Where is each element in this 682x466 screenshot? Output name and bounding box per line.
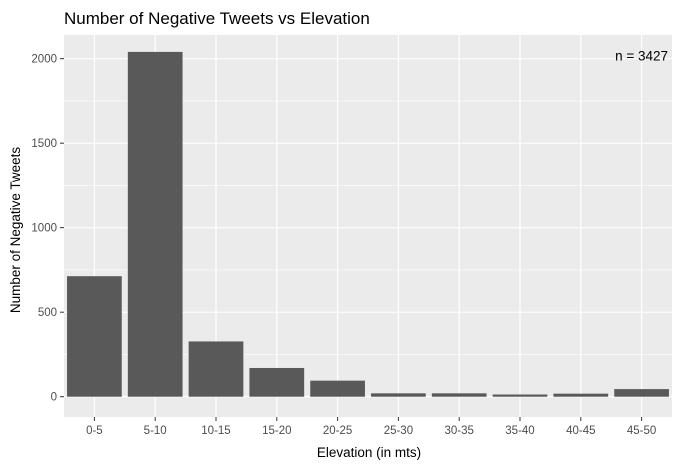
y-tick-label: 500 xyxy=(38,307,57,319)
y-tick-label: 1000 xyxy=(31,223,57,235)
x-tick-label: 35-40 xyxy=(505,425,534,437)
x-tick-label: 0-5 xyxy=(86,425,103,437)
x-tick-label: 5-10 xyxy=(144,425,167,437)
x-axis-ticks: 0-5 5-10 10-15 15-20 20-25 25-30 30-35 35-40 40-… xyxy=(86,417,656,437)
bar-0-5 xyxy=(67,276,122,397)
bar-30-35 xyxy=(432,393,487,396)
bar-10-15 xyxy=(189,341,244,396)
x-axis-title: Elevation (in mts) xyxy=(317,445,421,460)
x-tick-label: 15-20 xyxy=(262,425,291,437)
x-tick-label: 25-30 xyxy=(384,425,413,437)
y-tick-label: 1500 xyxy=(31,138,57,150)
x-tick-label: 30-35 xyxy=(444,425,473,437)
chart-title: Number of Negative Tweets vs Elevation xyxy=(64,9,370,28)
y-tick-label: 2000 xyxy=(31,54,57,66)
bar-5-10 xyxy=(128,52,183,397)
y-tick-label: 0 xyxy=(51,392,57,404)
bar-25-30 xyxy=(371,393,426,396)
x-tick-label: 10-15 xyxy=(201,425,230,437)
bar-35-40 xyxy=(493,395,548,397)
sample-size-annotation: n = 3427 xyxy=(615,48,668,63)
bar-45-50 xyxy=(614,389,669,397)
bar-15-20 xyxy=(249,368,304,397)
x-tick-label: 45-50 xyxy=(627,425,656,437)
y-axis-ticks: 0 500 1000 1500 2000 xyxy=(31,54,64,404)
y-axis-title: Number of Negative Tweets xyxy=(8,147,23,314)
x-tick-label: 40-45 xyxy=(566,425,595,437)
bar-40-45 xyxy=(553,394,608,397)
x-tick-label: 20-25 xyxy=(323,425,352,437)
bar-20-25 xyxy=(310,381,365,397)
